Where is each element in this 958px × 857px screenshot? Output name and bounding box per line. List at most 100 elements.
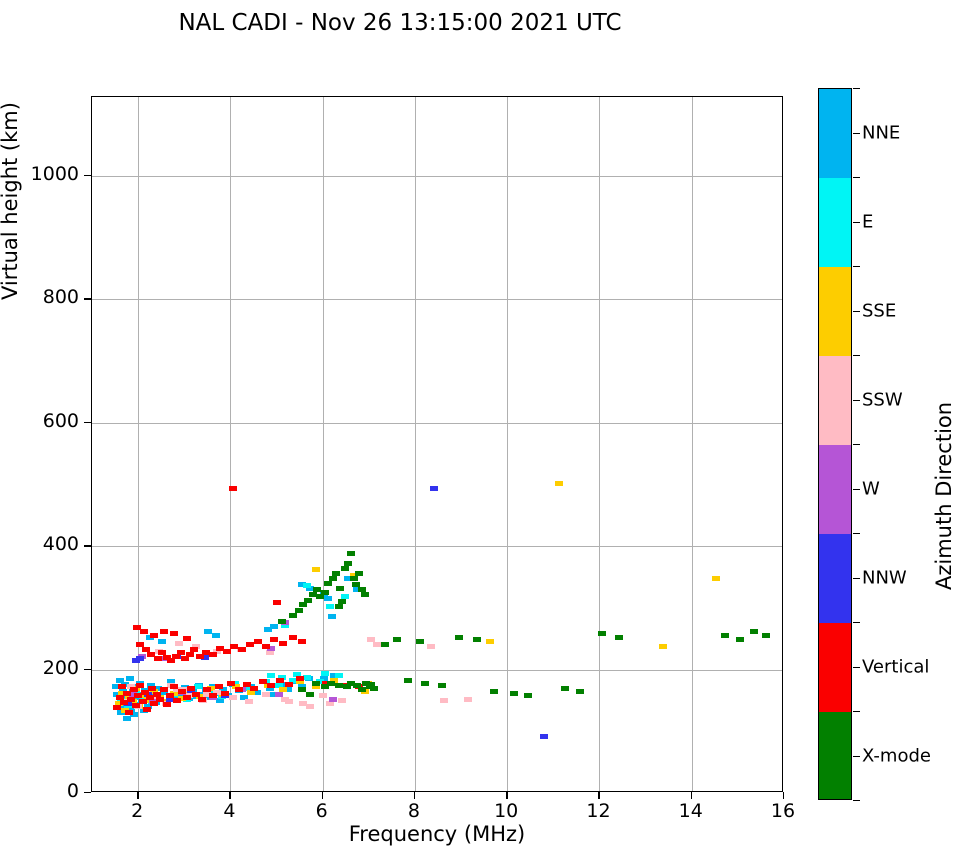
data-mark <box>162 654 171 660</box>
colorbar-boundary-tick <box>853 355 860 357</box>
data-mark <box>373 642 382 648</box>
data-mark <box>211 632 220 638</box>
colorbar-label-e: E <box>862 211 874 232</box>
gridline-horizontal <box>92 669 782 671</box>
data-mark <box>165 696 174 702</box>
x-axis-tick-label: 8 <box>407 800 420 822</box>
colorbar-title: Azimuth Direction <box>932 401 956 590</box>
data-mark <box>270 623 279 629</box>
colorbar-tick <box>853 310 860 312</box>
data-mark <box>711 575 720 581</box>
data-mark <box>150 701 159 707</box>
colorbar-tick <box>853 132 860 134</box>
data-mark <box>150 688 159 694</box>
data-mark <box>159 686 168 692</box>
data-mark <box>245 642 254 648</box>
data-mark <box>144 703 153 709</box>
colorbar-boundary-tick <box>853 444 860 446</box>
data-mark <box>270 691 279 697</box>
data-mark <box>147 685 156 691</box>
data-mark <box>171 653 180 659</box>
data-mark <box>295 679 304 685</box>
y-axis-tick <box>84 174 91 177</box>
data-mark <box>214 684 223 690</box>
data-mark <box>177 696 186 702</box>
x-axis-tick <box>321 792 324 799</box>
data-mark <box>274 691 283 697</box>
data-mark <box>510 690 519 696</box>
colorbar-segment-vertical <box>819 623 851 712</box>
data-mark <box>350 575 359 581</box>
data-mark <box>285 699 294 705</box>
data-mark <box>117 690 126 696</box>
data-mark <box>125 675 134 681</box>
data-mark <box>380 642 389 648</box>
data-mark <box>127 706 136 712</box>
data-mark <box>320 684 329 690</box>
data-mark <box>278 618 287 624</box>
data-mark <box>194 683 203 689</box>
data-mark <box>324 580 333 586</box>
data-mark <box>128 691 137 697</box>
colorbar-boundary-tick <box>853 622 860 624</box>
data-mark <box>270 637 279 643</box>
data-mark <box>324 595 333 601</box>
data-mark <box>138 699 147 705</box>
data-mark <box>318 693 327 698</box>
data-mark <box>253 689 262 695</box>
data-mark <box>141 689 150 695</box>
data-mark <box>362 680 371 686</box>
colorbar-label-w: W <box>862 478 880 499</box>
data-mark <box>351 581 360 587</box>
data-mark <box>338 599 347 605</box>
data-mark <box>190 647 199 653</box>
colorbar-segment-x-mode <box>819 712 851 799</box>
data-mark <box>266 645 275 651</box>
y-axis-title: Virtual height (km) <box>0 102 22 300</box>
data-mark <box>485 639 494 645</box>
data-mark <box>353 682 362 688</box>
data-mark <box>327 614 336 620</box>
colorbar-boundary-tick <box>853 266 860 268</box>
data-mark <box>134 693 143 698</box>
data-mark <box>115 694 124 700</box>
data-mark <box>254 639 263 645</box>
y-axis-tick <box>84 298 91 300</box>
x-axis-tick <box>598 792 600 799</box>
colorbar-label-x-mode: X-mode <box>862 745 931 766</box>
data-mark <box>167 657 176 663</box>
data-mark <box>354 570 363 576</box>
data-mark <box>762 632 771 638</box>
data-mark <box>316 594 325 600</box>
data-mark <box>150 632 159 638</box>
x-axis-tick-label: 6 <box>315 800 328 822</box>
data-mark <box>266 673 275 679</box>
colorbar-boundary-tick <box>853 711 860 713</box>
y-axis-tick <box>84 545 91 547</box>
data-mark <box>367 637 376 643</box>
data-mark <box>237 647 246 653</box>
data-mark <box>158 639 167 645</box>
x-axis-tick-label: 10 <box>494 800 519 822</box>
data-mark <box>560 685 569 691</box>
data-mark <box>113 691 122 697</box>
x-axis-tick <box>690 792 693 799</box>
data-mark <box>463 696 472 702</box>
colorbar-boundary-tick <box>853 800 860 802</box>
x-axis-tick <box>783 792 785 799</box>
data-mark <box>344 575 353 581</box>
data-mark <box>131 657 140 663</box>
y-axis-tick-label: 0 <box>66 780 79 802</box>
data-mark <box>203 691 212 697</box>
data-mark <box>311 680 320 686</box>
gridline-vertical <box>691 97 693 791</box>
data-mark <box>299 602 308 608</box>
data-mark <box>313 586 322 592</box>
x-axis-title: Frequency (MHz) <box>348 822 526 846</box>
plot-area <box>91 96 783 792</box>
data-mark <box>347 680 356 686</box>
y-axis-tick <box>84 792 91 794</box>
data-mark <box>204 628 213 634</box>
data-mark <box>213 689 222 695</box>
